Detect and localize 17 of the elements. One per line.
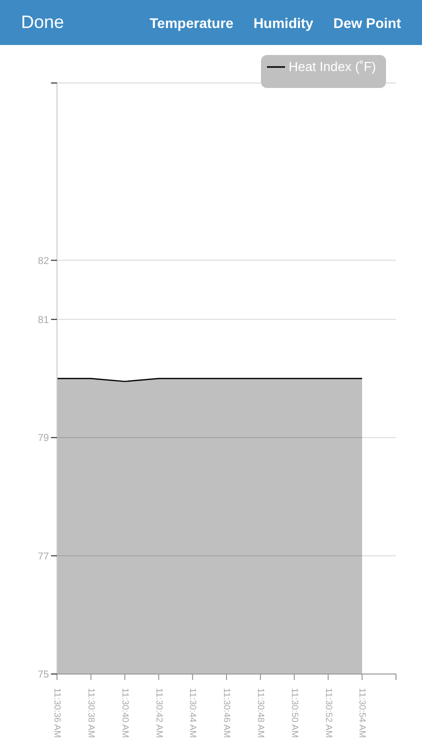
x-tick-label: 11:30:48 AM — [256, 688, 266, 738]
x-tick-label: 11:30:38 AM — [86, 688, 97, 738]
y-tick-label: 79 — [38, 433, 50, 444]
x-tick-label: 11:30:50 AM — [290, 688, 300, 738]
toolbar: Done Temperature Humidity Dew Point — [0, 0, 422, 45]
y-tick-label: 82 — [38, 256, 50, 267]
x-tick-label: 11:30:42 AM — [154, 688, 164, 738]
y-tick-label: 77 — [38, 551, 50, 562]
x-tick-label: 11:30:54 AM — [358, 688, 368, 738]
x-tick-label: 11:30:44 AM — [188, 688, 198, 738]
x-tick-label: 11:30:40 AM — [120, 688, 130, 738]
x-tick-label: 11:30:46 AM — [222, 688, 232, 738]
y-tick-label: 75 — [38, 670, 50, 681]
x-tick-label: 11:30:52 AM — [324, 688, 334, 738]
y-tick-label: 81 — [38, 314, 50, 326]
legend-label: Heat Index (˚F) — [288, 59, 376, 74]
x-tick-label: 11:30:36 AM — [52, 688, 63, 738]
